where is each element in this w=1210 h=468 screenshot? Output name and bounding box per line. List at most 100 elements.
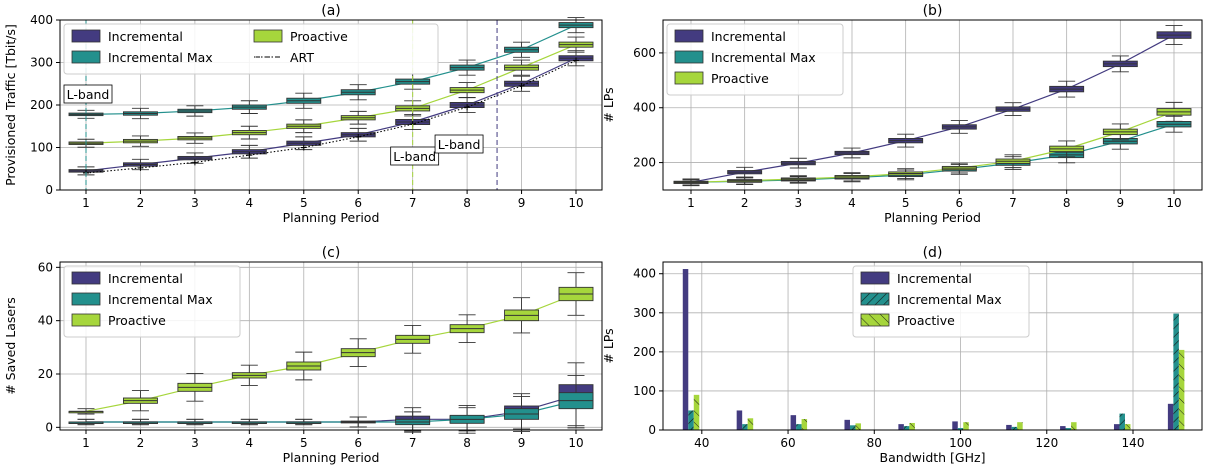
legend-swatch [860,271,890,285]
l-band-box [434,134,484,154]
x-tick-label: 60 [780,436,795,450]
y-tick-label: 600 [633,46,656,60]
bar [952,421,958,430]
axes-frame [662,19,1203,191]
x-tick-label: 8 [463,196,471,210]
bar [747,418,754,430]
x-tick-label: 100 [949,436,972,450]
x-tick-label: 7 [409,436,417,450]
legend [666,23,844,96]
axes-frame [59,261,603,431]
legend-swatch [71,292,101,306]
bar [957,428,964,430]
legend-entry: Incremental [711,29,786,44]
x-tick-label: 3 [795,196,803,210]
panel-title: (d) [923,245,943,261]
bar [1060,426,1066,430]
x-tick-label: 40 [694,436,709,450]
x-tick-label: 1 [687,196,695,210]
x-tick-label: 10 [1166,196,1181,210]
bar [898,424,904,430]
bar [1071,422,1077,430]
panel-c: (c) 0 20 40 60 1 2 3 4 5 6 7 8 9 10 Planning Period # Sa… [3,245,603,465]
series-median-line [85,24,577,115]
legend-swatch [674,50,704,64]
y-tick-label: 200 [30,98,53,112]
series-median-line [86,394,577,423]
y-axis-label: # LPs [601,87,616,122]
legend-swatch [253,29,283,43]
legend-swatch [71,50,101,64]
bar [1173,313,1179,430]
x-tick-label: 5 [300,436,308,450]
l-band-label: L-band [438,137,481,152]
bar [1167,403,1174,430]
legend-entry: Proactive [711,71,769,86]
legend-swatch [674,71,704,85]
x-axis-label: Planning Period [283,450,380,465]
bar [1017,422,1023,430]
x-tick-label: 9 [518,436,526,450]
axes-frame [662,261,1203,431]
legend-entry: Proactive [108,313,166,328]
bar [1065,428,1072,430]
x-tick-label: 1 [82,436,90,450]
bar [903,426,910,430]
x-tick-label: 3 [191,196,199,210]
bar [1006,424,1012,430]
bar [1119,413,1125,430]
x-tick-label: 10 [568,196,583,210]
bar [693,394,700,430]
bar [801,419,808,430]
bar [844,419,850,430]
legend-swatch [71,29,101,43]
legend-entry: Incremental Max [711,50,816,65]
x-tick-label: 80 [867,436,882,450]
y-axis-label: # Saved Lasers [3,297,18,395]
x-axis-label: Planning Period [884,210,981,225]
bar [1178,349,1185,430]
bar [855,423,861,430]
x-tick-label: 2 [741,196,749,210]
x-tick-label: 6 [956,196,964,210]
x-tick-label: 7 [1009,196,1017,210]
bar [790,415,797,430]
panel-d: (d) 0 100 200 300 400 40 60 80 100 120 140 Bandwidth… [601,245,1203,465]
y-axis-label: Provisioned Traffic [Tbit/s] [3,24,18,186]
l-band-label: L-band [393,149,436,164]
legend [63,23,439,75]
x-tick-label: 8 [1063,196,1071,210]
y-tick-label: 400 [30,13,53,27]
l-band-box [63,84,113,104]
x-axis-label: Planning Period [283,210,380,225]
bar [742,424,748,430]
x-tick-label: 1 [82,196,90,210]
x-axis-label: Bandwidth [GHz] [880,450,986,465]
x-tick-label: 6 [354,436,362,450]
y-tick-label: 200 [633,156,656,170]
legend-entry: Incremental [897,271,972,286]
x-tick-label: 10 [568,436,583,450]
y-tick-label: 100 [633,384,656,398]
y-tick-label: 400 [633,267,656,281]
y-tick-label: 60 [38,260,53,274]
y-tick-label: 100 [30,141,53,155]
x-tick-label: 8 [463,436,471,450]
legend-swatch [860,292,890,306]
x-tick-label: 2 [137,196,145,210]
axes-frame [59,19,603,191]
series-median-line [85,44,577,144]
x-tick-label: 120 [1035,436,1058,450]
x-tick-label: 2 [137,436,145,450]
y-tick-label: 0 [45,183,53,197]
bar [688,410,694,430]
x-tick-label: 9 [518,196,526,210]
panel-a: (a) 0 100 200 300 400 1 2 3 4 5 6 7 8 9 10 Planning Peri… [3,3,603,225]
series-median-line [85,293,577,412]
legend-entry: Incremental Max [108,50,213,65]
x-tick-label: 5 [902,196,910,210]
bar [849,425,856,430]
x-tick-label: 7 [409,196,417,210]
series-median-line [85,57,577,172]
x-tick-label: 4 [848,196,856,210]
